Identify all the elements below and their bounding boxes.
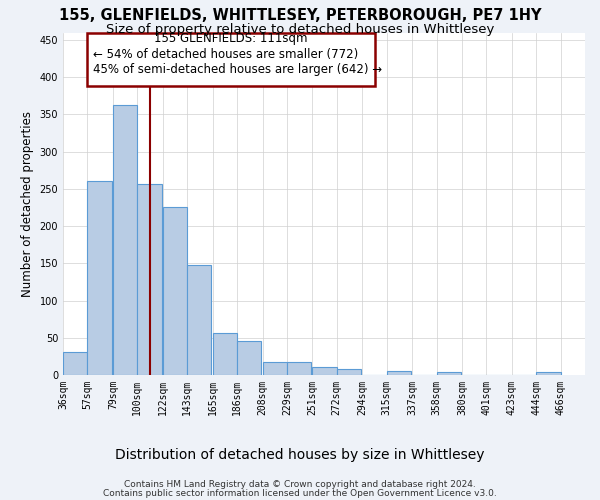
Text: ← 54% of detached houses are smaller (772): ← 54% of detached houses are smaller (77… [92, 48, 358, 62]
Text: 45% of semi-detached houses are larger (642) →: 45% of semi-detached houses are larger (… [92, 63, 382, 76]
Bar [113, 106, 137, 375]
Text: Size of property relative to detached houses in Whittlesey: Size of property relative to detached ho… [106, 22, 494, 36]
Bar [137, 184, 161, 375]
Bar [536, 372, 560, 375]
Bar [88, 182, 112, 375]
Bar [437, 372, 461, 375]
Text: Distribution of detached houses by size in Whittlesey: Distribution of detached houses by size … [115, 448, 485, 462]
Text: Contains HM Land Registry data © Crown copyright and database right 2024.: Contains HM Land Registry data © Crown c… [124, 480, 476, 489]
Text: 155, GLENFIELDS, WHITTLESEY, PETERBOROUGH, PE7 1HY: 155, GLENFIELDS, WHITTLESEY, PETERBOROUG… [59, 8, 541, 22]
Bar [386, 370, 411, 375]
Text: Contains public sector information licensed under the Open Government Licence v3: Contains public sector information licen… [103, 489, 497, 498]
Bar [187, 265, 211, 375]
Bar [212, 332, 237, 375]
Bar [337, 369, 361, 375]
Bar [63, 352, 88, 375]
Bar [237, 342, 262, 375]
Bar [163, 208, 187, 375]
Bar [313, 367, 337, 375]
Text: 155 GLENFIELDS: 111sqm: 155 GLENFIELDS: 111sqm [154, 32, 308, 45]
Y-axis label: Number of detached properties: Number of detached properties [21, 111, 34, 296]
Bar [287, 362, 311, 375]
Bar [263, 362, 287, 375]
FancyBboxPatch shape [88, 32, 375, 86]
